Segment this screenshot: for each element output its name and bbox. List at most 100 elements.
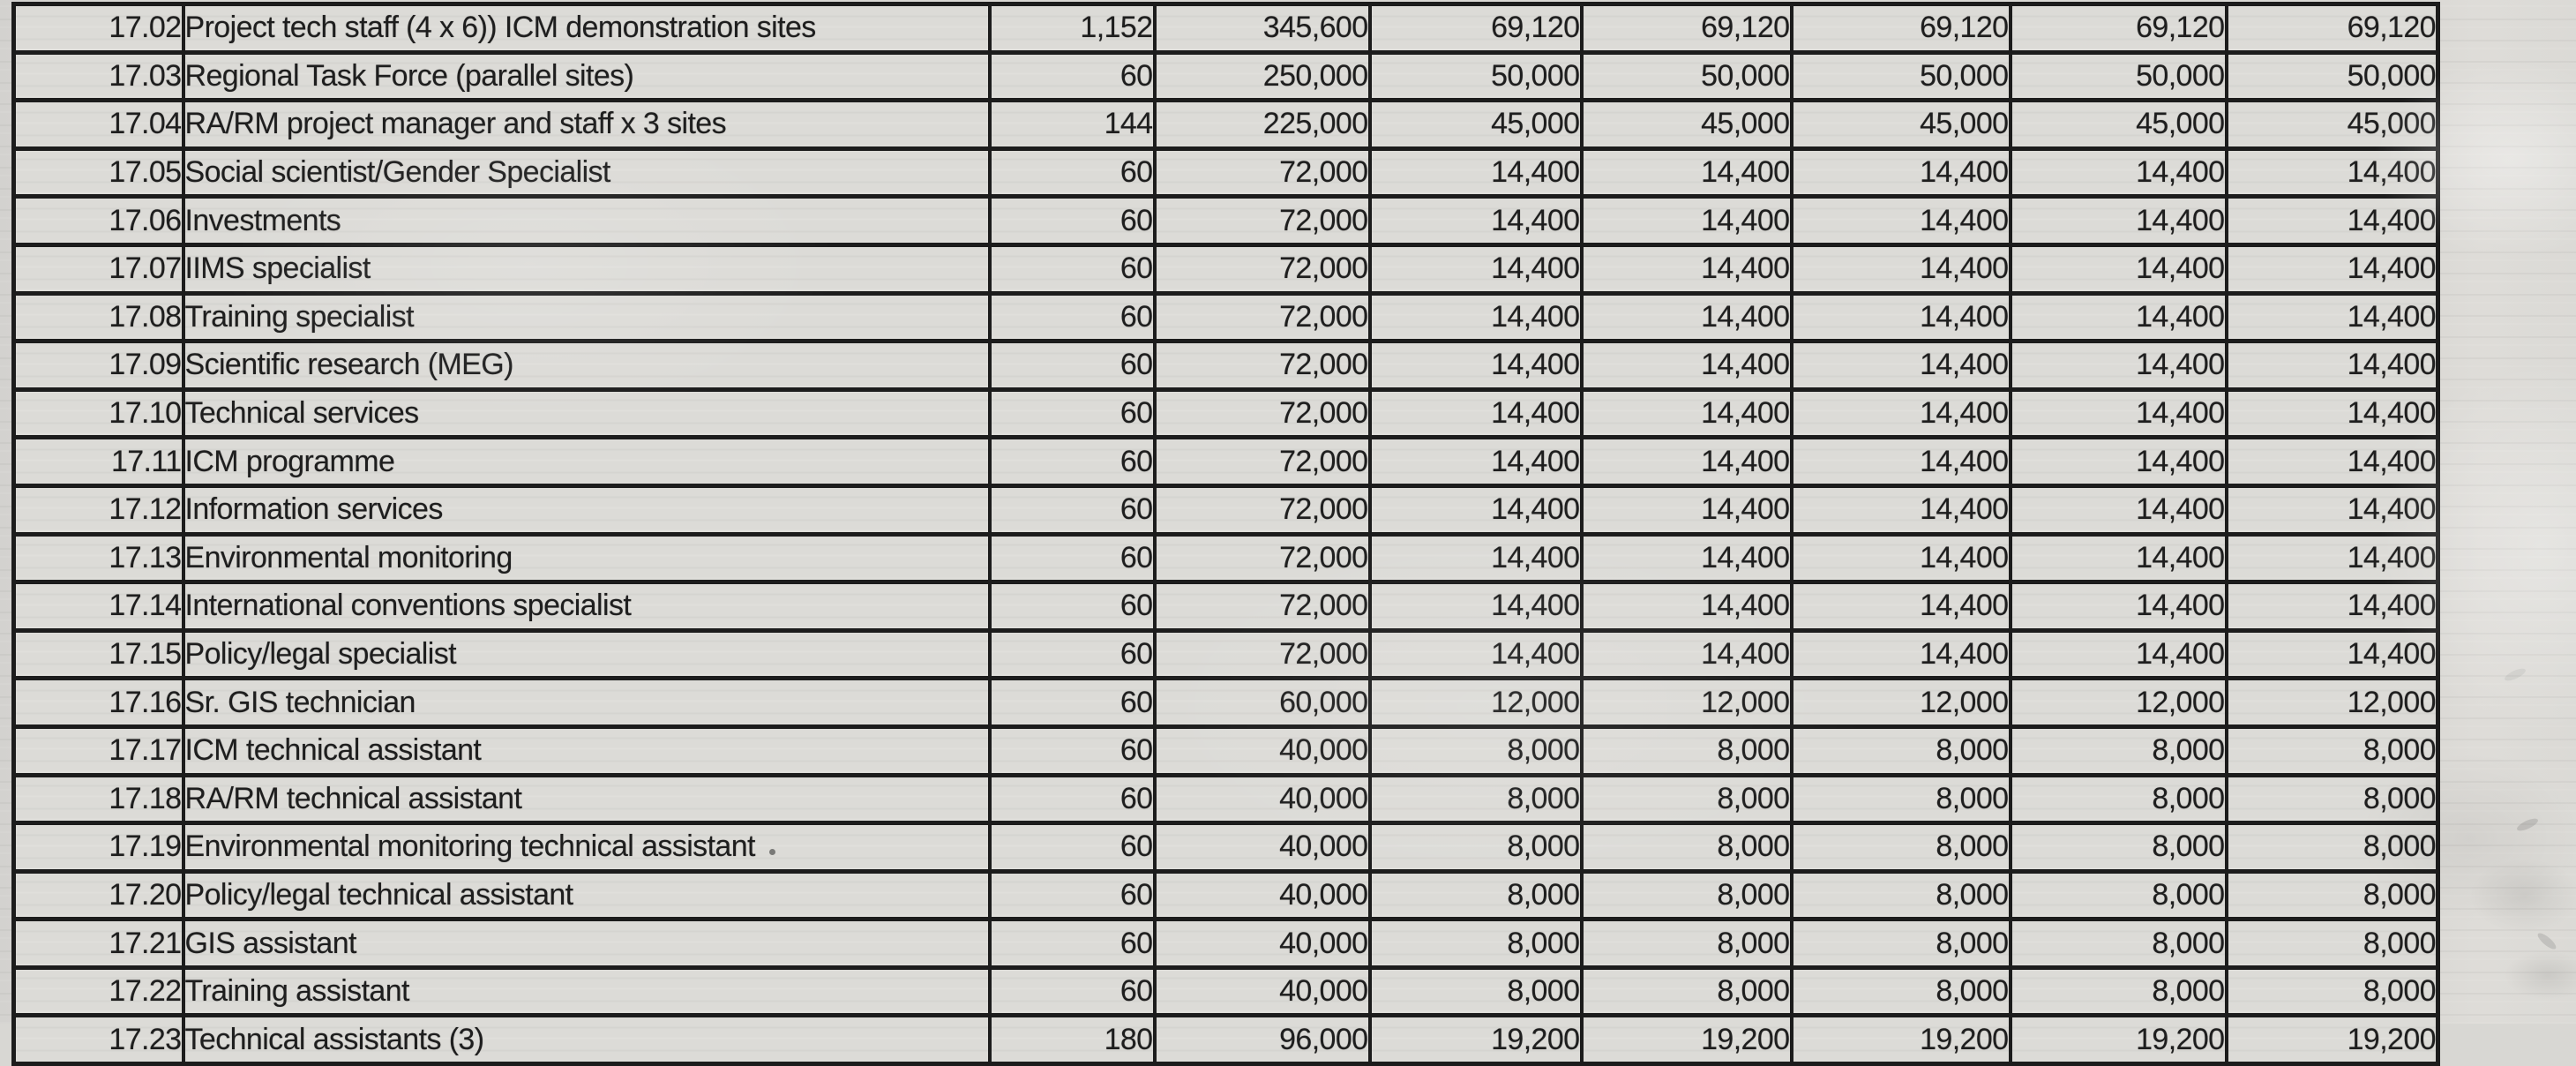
table-row: 17.04 RA/RM project manager and staff x … [11, 98, 2440, 151]
year-3-cell: 8,000 [1789, 868, 2012, 922]
item-number-cell: 17.11 [11, 435, 185, 488]
year-1-cell: 14,400 [1367, 580, 1584, 633]
year-4-cell: 14,400 [2008, 387, 2228, 440]
year-4-cell: 12,000 [2008, 676, 2228, 729]
year-5-cell: 8,000 [2224, 917, 2440, 970]
year-4-cell: 8,000 [2008, 724, 2228, 777]
year-2-cell: 14,400 [1579, 146, 1793, 199]
item-number-cell: 17.18 [11, 772, 185, 826]
year-2-cell: 8,000 [1579, 724, 1793, 777]
table-row: 17.07 IIMS specialist 60 72,000 14,400 1… [11, 242, 2440, 296]
year-2-cell: 12,000 [1579, 676, 1793, 729]
year-2-cell: 14,400 [1579, 242, 1793, 296]
year-2-cell: 50,000 [1579, 49, 1793, 103]
person-months-cell: 60 [987, 49, 1157, 103]
year-4-cell: 14,400 [2008, 339, 2228, 392]
year-4-cell: 14,400 [2008, 580, 2228, 633]
description-cell: Environmental monitoring technical assis… [181, 821, 992, 874]
year-5-cell: 19,200 [2224, 1013, 2440, 1066]
year-3-cell: 14,400 [1789, 531, 2012, 585]
year-5-cell: 14,400 [2224, 627, 2440, 681]
item-number-cell: 17.14 [11, 580, 185, 633]
item-number-cell: 17.03 [11, 49, 185, 103]
year-2-cell: 14,400 [1579, 194, 1793, 247]
person-months-cell: 60 [987, 965, 1157, 1018]
table-row: 17.06 Investments 60 72,000 14,400 14,40… [11, 194, 2440, 247]
item-number-cell: 17.17 [11, 724, 185, 777]
margin-smudge [2535, 930, 2558, 952]
year-3-cell: 8,000 [1789, 965, 2012, 1018]
year-1-cell: 8,000 [1367, 821, 1584, 874]
total-cell: 72,000 [1152, 194, 1372, 247]
year-2-cell: 14,400 [1579, 580, 1793, 633]
description-cell: International conventions specialist [181, 580, 992, 633]
year-4-cell: 8,000 [2008, 965, 2228, 1018]
year-3-cell: 14,400 [1789, 290, 2012, 344]
description-cell: RA/RM project manager and staff x 3 site… [181, 98, 992, 151]
table-row-partial: 17.23 Technical assistants (3) 180 96,00… [11, 1013, 2440, 1066]
item-number-cell: 17.15 [11, 627, 185, 681]
description-cell: RA/RM technical assistant [181, 772, 992, 826]
person-months-cell: 60 [987, 242, 1157, 296]
description-cell: Scientific research (MEG) [181, 339, 992, 392]
year-3-cell: 19,200 [1789, 1013, 2012, 1066]
total-cell: 225,000 [1152, 98, 1372, 151]
year-1-cell: 14,400 [1367, 627, 1584, 681]
year-2-cell: 14,400 [1579, 387, 1793, 440]
table-row: 17.05 Social scientist/Gender Specialist… [11, 146, 2440, 199]
person-months-cell: 60 [987, 772, 1157, 826]
total-cell: 60,000 [1152, 676, 1372, 729]
person-months-cell: 60 [987, 580, 1157, 633]
item-number-cell: 17.05 [11, 146, 185, 199]
description-cell: Information services [181, 483, 992, 537]
item-number-cell: 17.07 [11, 242, 185, 296]
year-4-cell: 14,400 [2008, 435, 2228, 488]
year-5-cell: 45,000 [2224, 98, 2440, 151]
person-months-cell: 60 [987, 724, 1157, 777]
year-5-cell: 14,400 [2224, 242, 2440, 296]
table-row: 17.15 Policy/legal specialist 60 72,000 … [11, 627, 2440, 681]
description-cell: IIMS specialist [181, 242, 992, 296]
year-5-cell: 14,400 [2224, 435, 2440, 488]
person-months-cell: 60 [987, 339, 1157, 392]
description-cell: Project tech staff (4 x 6)) ICM demonstr… [181, 2, 992, 55]
total-cell: 40,000 [1152, 965, 1372, 1018]
year-1-cell: 14,400 [1367, 435, 1584, 488]
year-5-cell: 14,400 [2224, 339, 2440, 392]
table-row: 17.02 Project tech staff (4 x 6)) ICM de… [11, 2, 2440, 55]
year-1-cell: 14,400 [1367, 242, 1584, 296]
item-number-cell: 17.08 [11, 290, 185, 344]
item-number-cell: 17.12 [11, 483, 185, 537]
description-cell: Investments [181, 194, 992, 247]
year-3-cell: 14,400 [1789, 387, 2012, 440]
year-2-cell: 69,120 [1579, 2, 1793, 55]
item-number-cell: 17.20 [11, 868, 185, 922]
person-months-cell: 60 [987, 676, 1157, 729]
year-4-cell: 8,000 [2008, 821, 2228, 874]
description-cell: Training specialist [181, 290, 992, 344]
year-1-cell: 14,400 [1367, 483, 1584, 537]
year-3-cell: 14,400 [1789, 627, 2012, 681]
year-1-cell: 50,000 [1367, 49, 1584, 103]
year-5-cell: 14,400 [2224, 290, 2440, 344]
total-cell: 345,600 [1152, 2, 1372, 55]
year-3-cell: 50,000 [1789, 49, 2012, 103]
total-cell: 96,000 [1152, 1013, 1372, 1066]
table-row: 17.10 Technical services 60 72,000 14,40… [11, 387, 2440, 440]
table-row: 17.08 Training specialist 60 72,000 14,4… [11, 290, 2440, 344]
year-5-cell: 14,400 [2224, 194, 2440, 247]
item-number-cell: 17.09 [11, 339, 185, 392]
year-5-cell: 8,000 [2224, 965, 2440, 1018]
total-cell: 72,000 [1152, 435, 1372, 488]
year-1-cell: 45,000 [1367, 98, 1584, 151]
year-1-cell: 14,400 [1367, 387, 1584, 440]
year-1-cell: 14,400 [1367, 339, 1584, 392]
year-3-cell: 8,000 [1789, 772, 2012, 826]
year-2-cell: 8,000 [1579, 965, 1793, 1018]
year-1-cell: 14,400 [1367, 290, 1584, 344]
description-cell: ICM technical assistant [181, 724, 992, 777]
year-5-cell: 8,000 [2224, 868, 2440, 922]
description-cell: Sr. GIS technician [181, 676, 992, 729]
year-1-cell: 8,000 [1367, 724, 1584, 777]
year-2-cell: 14,400 [1579, 483, 1793, 537]
